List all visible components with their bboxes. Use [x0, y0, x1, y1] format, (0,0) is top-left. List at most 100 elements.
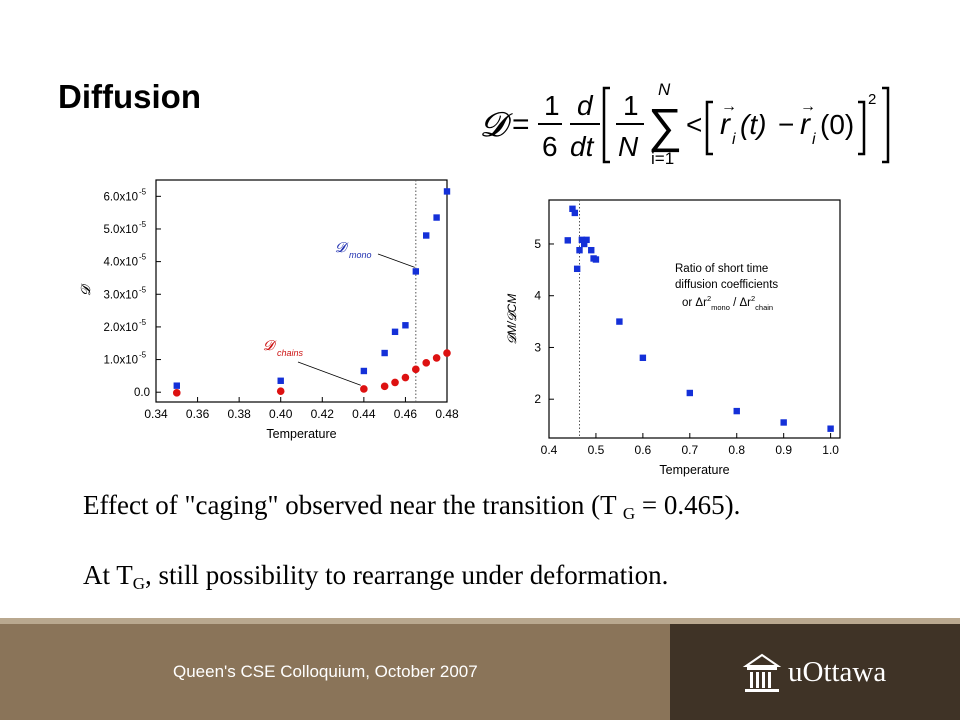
y-tick-label: 0.0: [134, 387, 150, 399]
x-tick-label: 1.0: [822, 443, 839, 457]
formula-power: 2: [868, 91, 876, 108]
mono-point: [277, 377, 284, 384]
formula-frac2-den: dt: [570, 131, 595, 162]
formula-left-bracket: [602, 86, 610, 164]
footer-divider: [0, 618, 960, 624]
ratio-point: [733, 407, 740, 415]
formula-sum-top: N: [658, 80, 671, 99]
formula-frac2-num: d: [577, 90, 594, 121]
chains-point: [391, 378, 399, 387]
ratio-point: [588, 246, 595, 254]
bullet-rearrange-pre: At T: [83, 560, 133, 590]
x-tick-label: 0.40: [269, 407, 293, 421]
x-tick-label: 0.7: [681, 443, 698, 457]
formula-term-a: r: [720, 108, 731, 141]
formula-equals: =: [512, 108, 530, 141]
annotation-line-2: diffusion coefficients: [675, 279, 778, 291]
y-tick-exponent: -5: [139, 285, 147, 294]
formula-arrow-a: →: [721, 98, 737, 115]
formula-term-b-sub: i: [812, 131, 816, 148]
y-tick-label: 2.0x10: [103, 322, 138, 334]
y-tick-label: 5.0x10: [103, 224, 138, 236]
y-tick-label: 5: [534, 237, 541, 251]
formula-term-b: r: [800, 108, 811, 141]
plot-frame: [155, 179, 448, 403]
ratio-point: [581, 240, 588, 248]
ratio-point: [569, 205, 576, 212]
mono-annotation-sub: mono: [349, 250, 372, 260]
annotation-text: or Δr: [682, 297, 707, 309]
annotation-line-1: Ratio of short time: [675, 263, 768, 275]
ratio-point: [686, 389, 694, 397]
x-tick-label: 0.6: [635, 443, 652, 457]
chains-point: [412, 365, 420, 374]
annotation-sub: mono: [711, 303, 730, 312]
ratio-point: [639, 354, 647, 362]
formula-arrow-b: →: [800, 98, 816, 115]
chains-point: [172, 389, 181, 397]
annotation-sub: chain: [755, 303, 773, 312]
diffusion-vs-temperature-chart: 0.34 0.36 0.38 0.40 0.42 0.44 0.46 0.48 0.0 1.0x1…: [80, 179, 459, 441]
y-tick-exponent: -5: [139, 253, 147, 262]
annotation-line-3: or Δr2mono / Δr2chain: [682, 294, 773, 312]
mono-annotation-arrow: [377, 253, 415, 268]
chains-annotation-sub: chains: [277, 348, 304, 358]
ratio-point: [592, 256, 600, 263]
x-tick-label: 0.44: [352, 407, 376, 421]
y-tick-exponent: -5: [139, 318, 147, 327]
x-tick-label: 0.4: [541, 443, 558, 457]
y-tick-label: 6.0x10: [103, 191, 138, 203]
chains-point: [276, 387, 285, 396]
chains-annotation-main: 𝓓: [263, 337, 277, 353]
logo-text: uOttawa: [788, 656, 887, 688]
ratio-point: [576, 246, 583, 254]
x-tick-label: 0.46: [394, 407, 418, 421]
formula-term-a-arg: (t): [740, 109, 766, 140]
y-tick-label: 3.0x10: [103, 289, 138, 301]
ratio-point: [583, 236, 590, 244]
mono-point: [381, 349, 388, 357]
x-axis-label: Temperature: [659, 463, 729, 477]
mono-point: [423, 232, 430, 239]
x-tick-label: 0.36: [186, 407, 210, 421]
x-tick-label: 0.5: [588, 443, 605, 457]
slide-title: Diffusion: [58, 78, 201, 115]
bullet-caging: Effect of "caging" observed near the tra…: [83, 490, 740, 524]
formula-lhs: 𝓓: [480, 106, 513, 144]
formula-term-a-sub: i: [732, 131, 736, 148]
y-tick-label: 1.0x10: [103, 355, 138, 367]
x-tick-label: 0.34: [144, 407, 168, 421]
bullet-rearrange: At TG, still possibility to rearrange un…: [83, 560, 668, 594]
ratio-point: [827, 425, 834, 432]
ratio-point: [578, 236, 586, 244]
formula-minus: −: [778, 109, 794, 140]
formula-frac3-num: 1: [623, 90, 639, 121]
x-tick-label: 0.9: [775, 443, 792, 457]
y-tick-label: 3: [534, 340, 541, 354]
formula-right-bracket: [882, 86, 890, 164]
y-tick-exponent: -5: [139, 220, 147, 229]
y-tick-label: 4: [534, 289, 541, 303]
mono-annotation-main: 𝓓: [335, 239, 349, 255]
x-tick-label: 0.38: [227, 407, 251, 421]
y-axis-label: 𝓓M/𝓓CM: [505, 294, 519, 344]
ratio-point: [780, 419, 787, 426]
x-axis-label: Temperature: [266, 427, 336, 441]
annotation-sup: 2: [707, 294, 711, 303]
bullet-caging-pre: Effect of "caging" observed near the tra…: [83, 490, 623, 520]
mono-point: [433, 214, 440, 221]
annotation-sup: 2: [751, 294, 755, 303]
chains-point: [422, 359, 431, 367]
chains-point: [443, 349, 451, 357]
annotation-text: / Δr: [730, 297, 751, 309]
y-tick-label: 2: [534, 392, 541, 406]
bullet-caging-post: = 0.465).: [635, 490, 741, 520]
ratio-point: [573, 265, 581, 273]
mono-point: [443, 188, 451, 195]
y-axis-label: 𝓓: [80, 283, 93, 296]
diffusion-ratio-chart: 0.4 0.5 0.6 0.7 0.8 0.9 1.0 2 3 4 5 Temperature 𝓓M/𝓓…: [505, 199, 841, 477]
mono-point: [360, 367, 368, 375]
bullet-caging-sub: G: [622, 504, 636, 523]
y-tick-label: 4.0x10: [103, 257, 138, 269]
ratio-point: [571, 209, 579, 217]
